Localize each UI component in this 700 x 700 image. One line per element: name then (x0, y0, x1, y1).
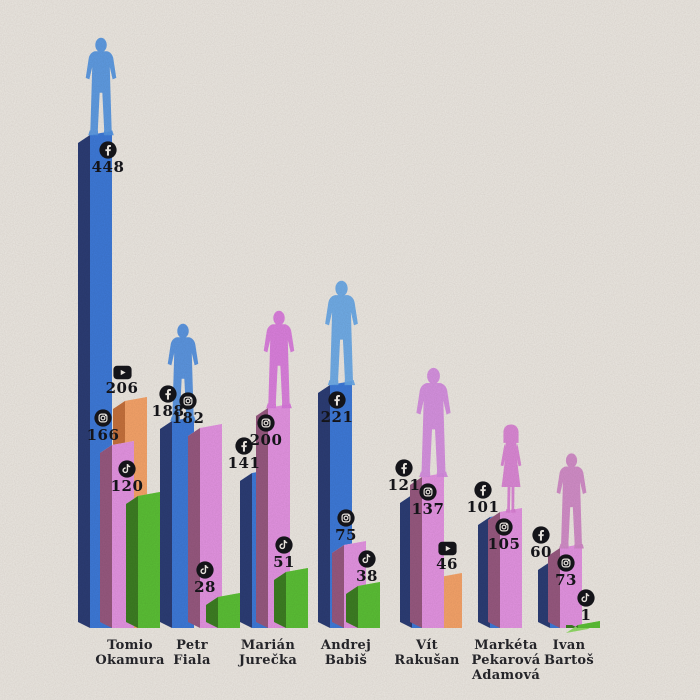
bar-label-instagram: 166 (83, 409, 123, 443)
bar-value-label: 206 (105, 379, 139, 397)
bar-value-label: 73 (555, 571, 577, 589)
bar-label-tiktok: 120 (107, 460, 147, 494)
politician-name-label: Ivan Bartoš (509, 638, 629, 668)
bar-label-tiktok: 51 (264, 536, 304, 570)
instagram-icon (326, 509, 366, 527)
bar-value-label: 51 (273, 553, 295, 571)
bar-value-label: 46 (436, 555, 458, 573)
bar-value-label: 1 (580, 606, 592, 624)
bar-side-face (78, 135, 90, 628)
bar-label-youtube: 46 (427, 541, 467, 572)
bar-front-face (218, 593, 240, 628)
bar-label-instagram: 200 (246, 414, 286, 448)
politician-figure-male (319, 280, 364, 387)
bar-side-face (206, 597, 218, 628)
instagram-icon (408, 483, 448, 501)
youtube-icon (102, 365, 142, 380)
bar-front-face (358, 582, 380, 628)
bar-value-label: 221 (320, 408, 354, 426)
politician-figure-male (258, 310, 300, 410)
bar-label-instagram: 105 (484, 518, 524, 552)
bar-label-tiktok: 28 (185, 561, 225, 595)
politician-name-line: Bartoš (543, 653, 595, 668)
bar-label-facebook: 448 (88, 141, 128, 175)
bar-label-instagram: 73 (546, 554, 586, 588)
tiktok-icon (107, 460, 147, 478)
tiktok-icon (347, 550, 387, 568)
facebook-icon (88, 141, 128, 159)
bar-label-instagram: 75 (326, 509, 366, 543)
bar-label-instagram: 137 (408, 483, 448, 517)
bar-value-label: 75 (335, 526, 357, 544)
bar-front-face (138, 492, 160, 628)
instagram-icon (83, 409, 123, 427)
bar-value-label: 101 (466, 498, 500, 516)
bar-value-label: 137 (411, 500, 445, 518)
bar-value-label: 28 (194, 578, 216, 596)
bar-value-label: 448 (91, 158, 125, 176)
politician-figure-male (80, 37, 122, 137)
facebook-icon (463, 481, 503, 499)
bar-label-instagram: 182 (168, 392, 208, 426)
tiktok-icon (566, 589, 606, 607)
bar-value-label: 105 (487, 535, 521, 553)
bar-value-label: 141 (227, 454, 261, 472)
facebook-icon (521, 526, 561, 544)
bar-label-youtube: 206 (102, 365, 142, 396)
politician-name-line: Adamová (471, 668, 541, 683)
bar-tiktok (274, 562, 308, 628)
bar-label-tiktok: 38 (347, 550, 387, 584)
bar-front-face (286, 568, 308, 628)
bar-label-tiktok: 1 (566, 589, 606, 623)
bar-side-face (126, 496, 138, 628)
bar-value-label: 200 (249, 431, 283, 449)
tiktok-icon (185, 561, 225, 579)
tiktok-icon (264, 536, 304, 554)
politician-name-line: Ivan (552, 638, 586, 653)
instagram-icon (168, 392, 208, 410)
bar-tiktok (126, 486, 160, 628)
bar-side-face (346, 586, 358, 628)
bar-side-face (274, 572, 286, 628)
bar-value-label: 120 (110, 477, 144, 495)
bar-value-label: 38 (356, 567, 378, 585)
instagram-icon (546, 554, 586, 572)
instagram-icon (246, 414, 286, 432)
youtube-icon (427, 541, 467, 556)
instagram-icon (484, 518, 524, 536)
bar-value-label: 166 (86, 426, 120, 444)
bar-side-face (332, 545, 344, 628)
facebook-icon (317, 391, 357, 409)
facebook-icon (384, 459, 424, 477)
bar-label-facebook: 101 (463, 481, 503, 515)
bar-label-facebook: 221 (317, 391, 357, 425)
bar-side-face (188, 428, 200, 628)
bar-side-face (240, 473, 252, 628)
bar-side-face (160, 421, 172, 628)
bar-value-label: 182 (171, 409, 205, 427)
